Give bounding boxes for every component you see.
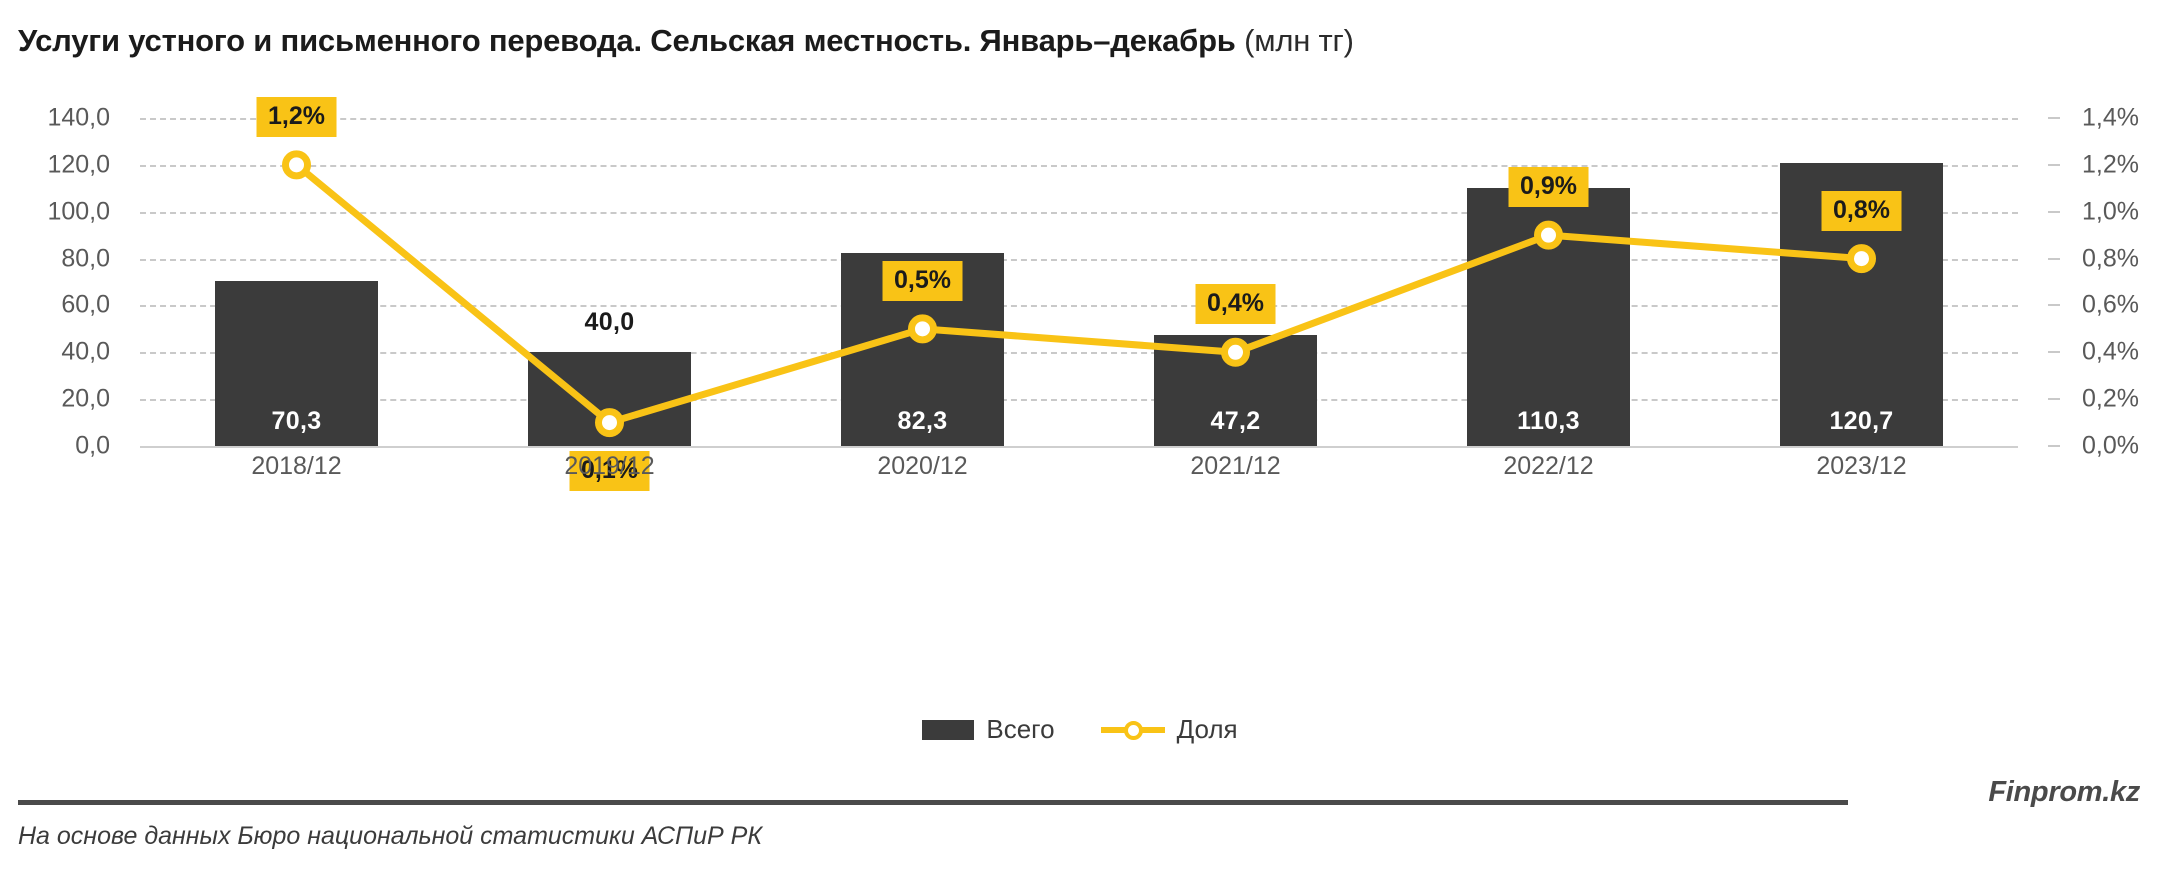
left-axis-tick: 0,0 xyxy=(75,431,110,460)
line-marker[interactable] xyxy=(282,150,311,180)
right-axis-tickmark xyxy=(2048,351,2060,354)
gridline xyxy=(140,446,2018,448)
share-value-label: 0,8% xyxy=(1821,190,1902,231)
line-marker[interactable] xyxy=(1221,337,1250,367)
category-tick: 2023/12 xyxy=(1816,452,1907,480)
legend-item-share[interactable]: Доля xyxy=(1100,714,1238,745)
legend-label-total: Всего xyxy=(986,714,1055,744)
legend-label-share: Доля xyxy=(1176,714,1238,744)
right-axis-tick: 0,8% xyxy=(2082,244,2139,273)
right-axis-tickmark xyxy=(2048,304,2060,307)
chart-title-unit: (млн тг) xyxy=(1244,23,1354,58)
share-value-label: 0,5% xyxy=(882,260,963,301)
line-series xyxy=(282,150,1876,438)
share-value-label: 1,2% xyxy=(256,96,337,137)
share-value-label: 0,4% xyxy=(1195,284,1276,325)
brand-label: Finprom.kz xyxy=(1988,776,2140,808)
gridline xyxy=(140,211,2018,214)
right-axis-tickmark xyxy=(2048,398,2060,401)
footer-divider xyxy=(18,800,1848,805)
bar[interactable]: 110,3 xyxy=(1467,187,1630,446)
gridline xyxy=(140,305,2018,308)
left-axis-tick: 80,0 xyxy=(61,244,110,273)
category-tick: 2021/12 xyxy=(1190,452,1281,480)
bar[interactable]: 40,0 xyxy=(528,308,691,446)
right-percent-axis: 0,0% 0,2% 0,4% 0,6% 0,8% 1,0% 1,2% 1,4% xyxy=(2048,104,2160,460)
bar-value-label: 110,3 xyxy=(1517,407,1580,435)
category-tick: 2018/12 xyxy=(251,452,342,480)
right-axis-tick: 1,0% xyxy=(2082,197,2139,226)
line-marker[interactable] xyxy=(908,314,937,344)
line-marker[interactable] xyxy=(595,408,624,438)
right-axis-tick: 0,4% xyxy=(2082,337,2139,366)
legend-item-total[interactable]: Всего xyxy=(922,714,1055,745)
right-axis-tick: 1,2% xyxy=(2082,150,2139,179)
right-axis-tickmark xyxy=(2048,210,2060,213)
right-axis-tickmark xyxy=(2048,257,2060,260)
source-note: На основе данных Бюро национальной стати… xyxy=(18,822,763,850)
gridline xyxy=(140,164,2018,167)
gridline xyxy=(140,118,2018,120)
right-axis-tick: 0,2% xyxy=(2082,384,2139,413)
right-axis-tick: 0,6% xyxy=(2082,290,2139,319)
left-axis-tick: 20,0 xyxy=(61,384,110,413)
gridline xyxy=(140,352,2018,355)
bar-value-label: 82,3 xyxy=(897,407,948,435)
bar-swatch-icon xyxy=(922,719,975,740)
gridlines xyxy=(140,118,2018,448)
share-value-label: 0,1% xyxy=(569,450,650,491)
chart-legend: Всего Доля xyxy=(0,714,2160,745)
gridline xyxy=(140,399,2018,402)
category-axis: 2018/12 2019/12 2020/12 2021/12 2022/12 2023/… xyxy=(140,452,2018,492)
right-axis-tick: 1,4% xyxy=(2082,103,2139,132)
right-axis-tickmark xyxy=(2048,445,2060,447)
bar-value-label: 120,7 xyxy=(1829,407,1894,435)
category-tick: 2019/12 xyxy=(564,452,655,480)
right-axis-tick: 0,0% xyxy=(2082,431,2139,460)
line-path xyxy=(293,161,1865,427)
left-axis-tick: 120,0 xyxy=(47,150,110,179)
plot-area: 70,3 40,0 82,3 47,2 110,3 120,7 1,2% 0,1% 0,5% 0… xyxy=(140,96,2018,491)
category-tick: 2020/12 xyxy=(877,452,968,480)
left-axis-tick: 100,0 xyxy=(47,197,110,226)
line-marker[interactable] xyxy=(1534,220,1563,250)
bar-value-label: 47,2 xyxy=(1210,407,1261,435)
left-axis-tick: 60,0 xyxy=(61,290,110,319)
line-marker[interactable] xyxy=(1847,244,1876,274)
line-swatch-icon xyxy=(1100,719,1165,741)
line-labels: 1,2% 0,1% 0,5% 0,4% 0,9% 0,8% xyxy=(140,96,2018,491)
chart-title: Услуги устного и письменного перевода. С… xyxy=(18,22,1354,60)
bar-value-label: 40,0 xyxy=(584,308,635,337)
category-tick: 2022/12 xyxy=(1503,452,1594,480)
right-axis-tickmark xyxy=(2048,163,2060,166)
bar-value-label: 70,3 xyxy=(271,407,322,435)
bar[interactable]: 70,3 xyxy=(215,281,378,446)
left-axis-tick: 140,0 xyxy=(47,103,110,132)
left-axis-tick: 40,0 xyxy=(61,337,110,366)
chart-title-main: Услуги устного и письменного перевода. С… xyxy=(18,23,1236,58)
share-value-label: 0,9% xyxy=(1508,167,1589,208)
gridline xyxy=(140,258,2018,261)
right-axis-tickmark xyxy=(2048,117,2060,119)
left-value-axis: 0,0 20,0 40,0 60,0 80,0 100,0 120,0 140,0 xyxy=(0,104,110,460)
